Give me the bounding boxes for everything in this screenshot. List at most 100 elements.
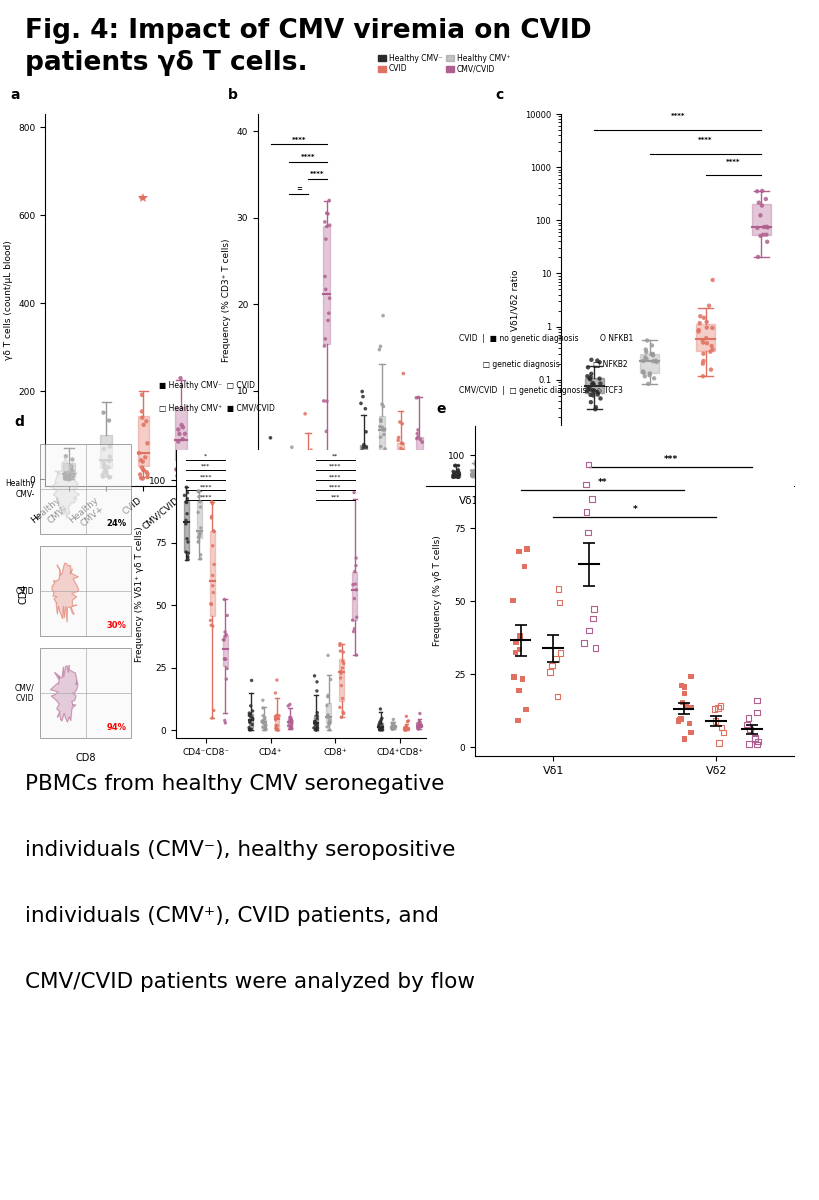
Point [415,432,428,451]
Point [589,400,602,419]
Point [66,462,79,481]
Text: *: * [204,454,207,460]
Point [243,713,256,732]
Point [411,714,424,733]
Point [258,720,271,739]
Bar [339,659,344,701]
Point [103,468,116,487]
Point [103,437,116,456]
Point [65,458,78,478]
Point [714,696,727,715]
Point [319,280,333,299]
Point [355,442,369,461]
Point [333,636,346,655]
Point [503,464,516,484]
Bar [184,502,188,552]
Point [265,466,278,485]
Bar [268,470,274,476]
Point [410,389,423,408]
Point [389,716,402,736]
Point [286,456,299,475]
Point [335,708,348,727]
Point [175,456,188,475]
Point [412,718,425,737]
Bar [40,546,131,636]
Point [465,466,478,485]
Point [697,344,710,364]
Point [704,360,717,379]
Point [375,714,388,733]
Point [61,468,74,487]
Point [756,181,769,200]
Point [374,720,387,739]
Point [412,420,425,439]
Point [355,443,368,462]
Point [170,460,183,479]
Point [351,607,364,626]
Point [755,196,768,215]
Point [267,456,280,475]
Point [551,686,564,706]
Point [206,566,219,586]
Point [264,467,277,486]
Point [692,322,705,341]
Point [97,439,111,458]
Point [58,469,71,488]
Point [96,466,109,485]
Point [446,467,459,486]
Point [283,695,296,714]
Point [206,708,219,727]
Point [468,461,481,480]
Point [283,462,296,481]
Point [373,713,387,732]
Point [376,720,389,739]
Point [355,457,369,476]
Point [356,388,369,407]
Point [320,204,333,223]
Text: Fig. 4: Impact of CMV viremia on CVID: Fig. 4: Impact of CMV viremia on CVID [25,18,591,44]
Point [411,424,424,443]
Point [412,455,425,474]
Point [321,707,334,726]
Point [358,460,371,479]
Point [414,716,428,736]
Point [337,642,350,661]
Text: PBMCs from healthy CMV seronegative: PBMCs from healthy CMV seronegative [25,774,444,794]
Bar [509,464,515,475]
Point [465,467,478,486]
Point [750,703,763,722]
Point [414,716,427,736]
Point [378,449,391,468]
Point [506,592,519,611]
Point [585,380,598,400]
Point [265,468,278,487]
Point [413,716,426,736]
Point [386,718,399,737]
Text: ****: **** [329,464,342,469]
Bar [324,226,330,344]
Point [377,306,390,325]
Point [505,466,518,485]
Point [468,455,482,474]
Point [760,226,773,245]
Point [206,583,219,602]
Bar [314,715,319,728]
Bar [40,648,131,738]
Point [301,462,314,481]
Point [178,466,191,485]
Point [505,466,518,485]
Point [386,719,399,738]
Point [61,463,75,482]
Point [324,710,337,730]
Point [581,367,594,386]
Point [218,630,231,649]
Point [179,425,192,444]
Point [264,467,277,486]
Point [208,522,221,541]
Text: CD8: CD8 [75,754,96,763]
Point [644,364,657,383]
Point [374,412,387,431]
Point [349,575,362,594]
Point [554,643,568,662]
Point [484,460,497,479]
